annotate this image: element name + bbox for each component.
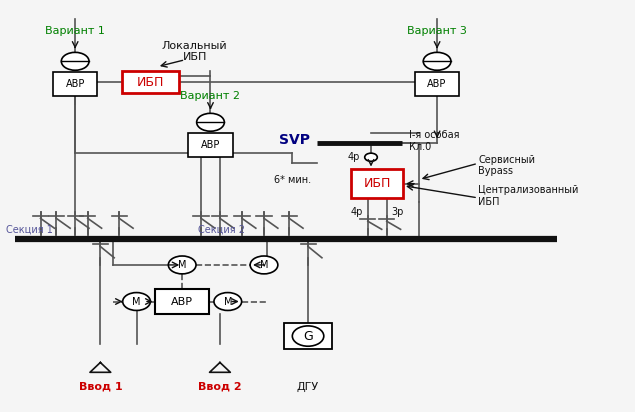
Text: ИБП: ИБП [137, 75, 164, 89]
Text: Секция 1: Секция 1 [6, 225, 53, 234]
Text: Ввод 1: Ввод 1 [79, 382, 122, 392]
Circle shape [197, 113, 224, 131]
FancyBboxPatch shape [123, 71, 179, 93]
Text: M: M [224, 297, 232, 307]
Circle shape [424, 52, 451, 70]
FancyBboxPatch shape [352, 169, 403, 198]
Circle shape [168, 256, 196, 274]
Text: Вариант 1: Вариант 1 [45, 26, 105, 36]
FancyBboxPatch shape [53, 72, 97, 96]
Text: M: M [178, 260, 187, 270]
Text: Вариант 3: Вариант 3 [407, 26, 467, 36]
FancyBboxPatch shape [284, 323, 331, 349]
Text: I-я особая
Кл.0: I-я особая Кл.0 [409, 130, 459, 152]
Circle shape [62, 52, 89, 70]
Text: M: M [260, 260, 268, 270]
Text: Локальный
ИБП: Локальный ИБП [162, 41, 227, 62]
Text: Централизованный
ИБП: Централизованный ИБП [478, 185, 578, 207]
Text: АВР: АВР [65, 79, 85, 89]
Circle shape [214, 293, 242, 311]
Text: Вариант 2: Вариант 2 [180, 91, 241, 101]
Text: ДГУ: ДГУ [297, 382, 319, 392]
FancyBboxPatch shape [156, 289, 209, 314]
Text: Сервисный
Bypass: Сервисный Bypass [478, 154, 535, 176]
Text: АВР: АВР [201, 140, 220, 150]
Text: 6* мин.: 6* мин. [274, 175, 311, 185]
Text: 4р: 4р [347, 152, 359, 162]
Text: M: M [132, 297, 141, 307]
Text: Ввод 2: Ввод 2 [198, 382, 242, 392]
Text: G: G [303, 330, 313, 342]
Text: 3р: 3р [392, 207, 404, 217]
FancyBboxPatch shape [189, 133, 232, 157]
Circle shape [364, 153, 377, 161]
FancyBboxPatch shape [415, 72, 459, 96]
Text: АВР: АВР [427, 79, 447, 89]
Circle shape [123, 293, 150, 311]
Circle shape [250, 256, 278, 274]
Text: АВР: АВР [171, 297, 193, 307]
Circle shape [292, 326, 324, 346]
Text: SVP: SVP [279, 133, 310, 147]
Text: Секция 2: Секция 2 [198, 225, 245, 234]
Text: ИБП: ИБП [364, 177, 391, 190]
Text: 4р: 4р [351, 207, 363, 217]
